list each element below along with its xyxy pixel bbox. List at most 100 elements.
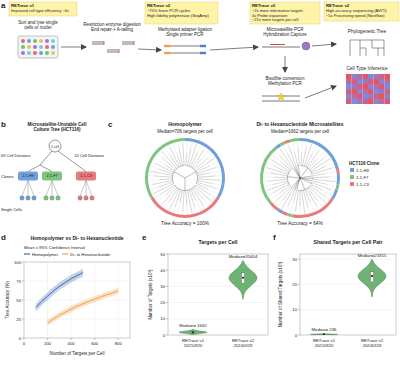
grid-line (118, 262, 119, 338)
tree-leaf (198, 176, 216, 177)
tree-leaf (195, 158, 214, 171)
grid-line (24, 262, 130, 263)
tree-subtitle: Median=706 targets per cell (157, 129, 213, 134)
tree-branch (52, 181, 58, 197)
tree-leaf-guide (197, 146, 200, 153)
heatmap-icon (379, 94, 385, 99)
adapter-icon (200, 52, 206, 54)
tree-leaf-guide (288, 144, 290, 146)
tree-leaf (196, 184, 208, 190)
cell-icon (39, 45, 43, 49)
single-cell (20, 196, 24, 200)
clone-ring (276, 145, 280, 148)
category-label: 20210920 (184, 343, 203, 348)
tree-branch (172, 165, 184, 183)
clone-ring (300, 140, 337, 170)
grid-line (24, 281, 130, 282)
cell-icon (39, 39, 43, 43)
heatmap-icon (368, 74, 374, 79)
adapter-icon (164, 52, 170, 54)
tree-leaf-guide (149, 179, 160, 181)
clone-ring (152, 197, 219, 216)
dna-icon (262, 101, 300, 102)
tree-leaf (194, 158, 208, 170)
heatmap-icon (379, 84, 385, 89)
figure: aRETrace v1Improved cell type efficiency… (0, 0, 400, 368)
tree-leaf-guide (165, 201, 169, 208)
tick-label: 10 (292, 307, 297, 312)
probe-icon (270, 44, 285, 45)
legend-label: 2-1-F7 (356, 175, 369, 180)
legend-title: Mean ± 95% Confidence Interval (24, 245, 85, 250)
clone-box (18, 172, 38, 181)
note-text: ~5x Processing speed (Nextflow) (326, 13, 385, 18)
grid-line (24, 262, 25, 338)
single-cell (44, 196, 48, 200)
tree-leaf (198, 179, 221, 181)
plot-area (311, 259, 386, 335)
tree-leaf-guide (151, 187, 158, 190)
tree-leaf-guide (210, 171, 220, 173)
data-label: Median= 236 (312, 327, 338, 332)
tree-leaf-guide (211, 195, 215, 198)
tree-branch (175, 185, 196, 191)
tree-leaf (275, 177, 288, 178)
tree-leaf-guide (325, 172, 335, 174)
plot-frame (24, 262, 130, 338)
tree-branch (300, 178, 305, 190)
tick-label: 30 (292, 257, 297, 262)
violin (311, 333, 338, 334)
clone-ring (337, 184, 338, 189)
tree-leaf (187, 148, 191, 166)
tree-leaf (179, 148, 183, 166)
heatmap-icon (363, 84, 369, 89)
step-text: Single primer PCR (166, 32, 204, 37)
legend-swatch (350, 182, 354, 186)
panel-label: e (142, 233, 147, 242)
series-line (36, 273, 83, 308)
root-cell (49, 140, 61, 152)
median-point (192, 331, 194, 333)
tree-leaf-guide (165, 148, 169, 155)
tree-branch (300, 176, 312, 178)
clone-ring (287, 214, 292, 215)
tick-label: 40 (160, 268, 165, 273)
step-text: Methylation PCR (268, 81, 303, 86)
tree-leaf (303, 148, 307, 166)
grid-line (168, 286, 268, 287)
tree-branch (28, 165, 40, 172)
tree-leaf (193, 187, 203, 199)
tick-mark (166, 318, 168, 319)
iqr-box (192, 331, 195, 333)
dna-icon (107, 52, 119, 53)
violin (179, 329, 207, 334)
grid-line (24, 319, 130, 320)
output-text: Cell Type Inference (346, 66, 388, 71)
tree-leaf (175, 190, 181, 207)
tree-leaf-guide (213, 183, 221, 185)
grid-line (24, 338, 130, 339)
tick-mark (118, 338, 119, 340)
heatmap-icon (346, 84, 352, 89)
single-cell (90, 196, 94, 200)
heatmap-icon (352, 99, 358, 104)
cell-icon (45, 39, 49, 43)
tree-branch (294, 178, 300, 189)
tree-leaf (287, 153, 294, 167)
grid-line (300, 309, 396, 310)
tree-leaf (197, 167, 217, 174)
heatmap-icon (357, 74, 363, 79)
tree-branch (292, 178, 300, 187)
tick-mark (22, 262, 24, 263)
tree-leaf (195, 185, 210, 195)
tree-leaf (309, 187, 326, 203)
heatmap-icon (352, 89, 358, 94)
tree-leaf (306, 189, 317, 207)
tree-leaf-guide (265, 185, 273, 187)
tree-branch (46, 181, 52, 197)
grid-line (300, 284, 396, 285)
tree-title: Homopolymer (168, 121, 202, 127)
tree-leaf-guide (150, 184, 153, 186)
cell-icon (45, 51, 49, 55)
clone-ring (285, 141, 290, 143)
